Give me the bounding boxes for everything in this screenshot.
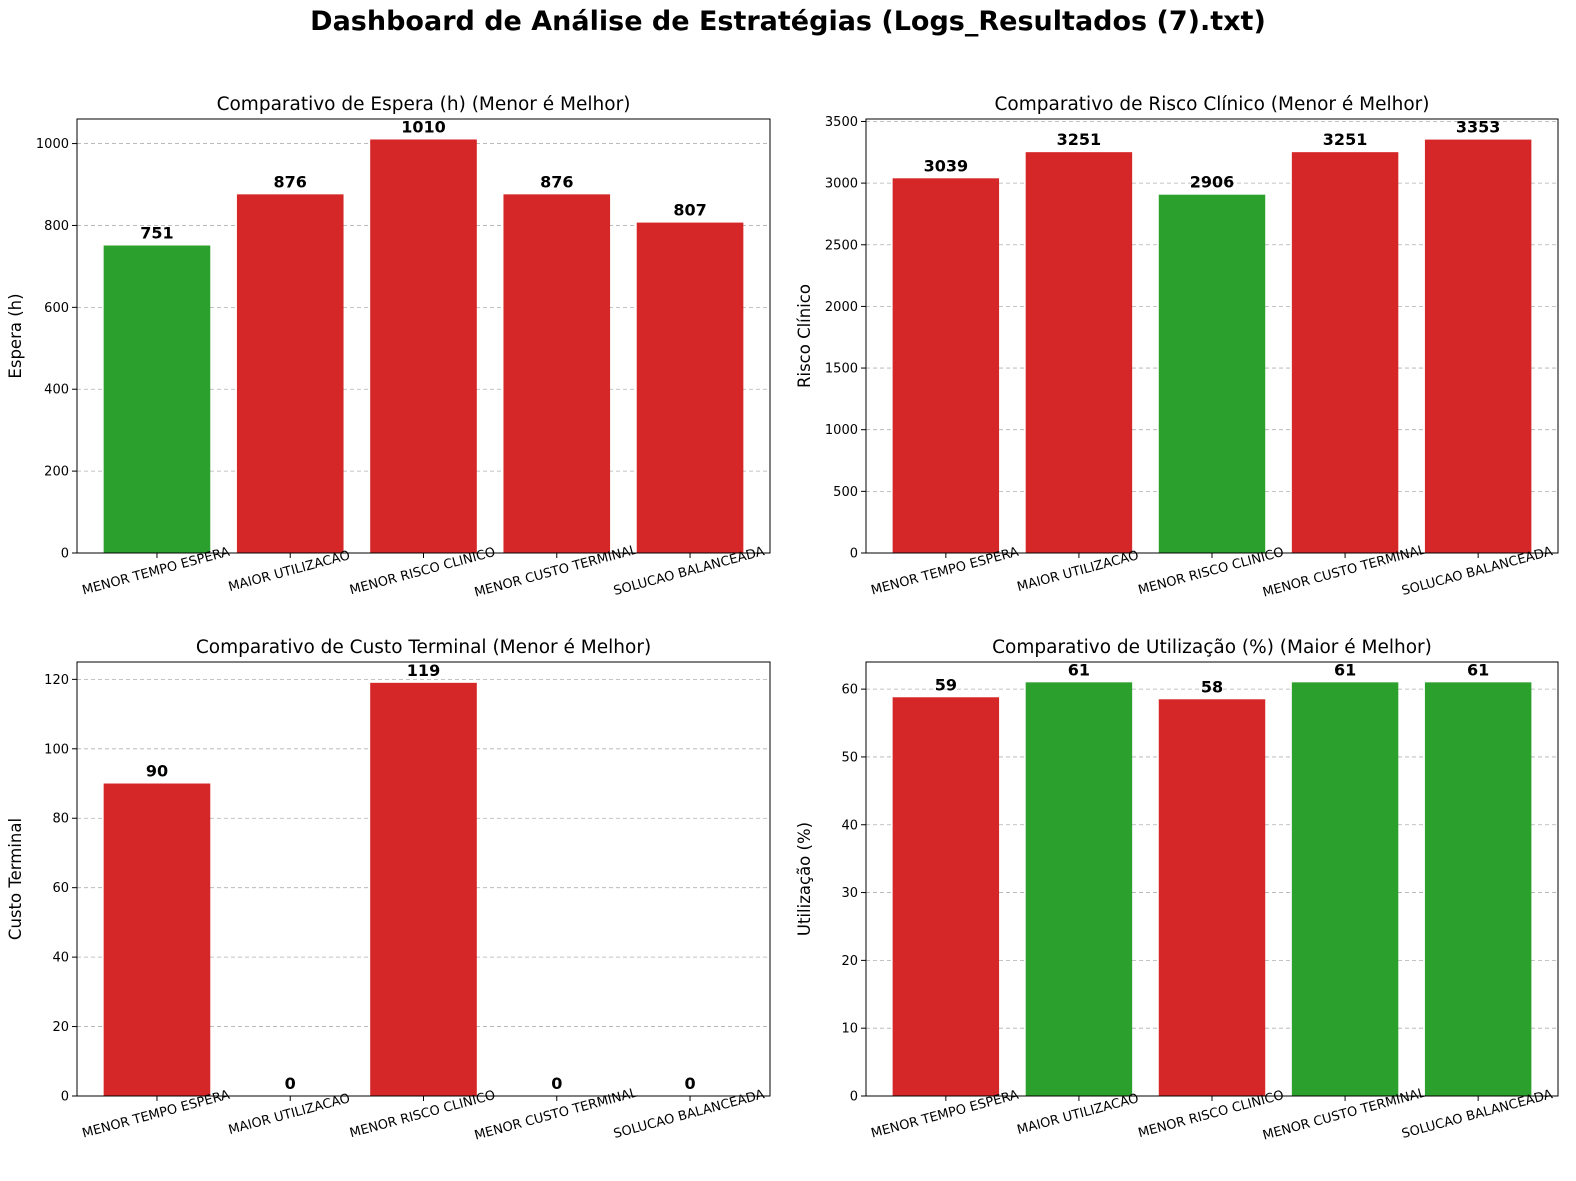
y-axis-label: Risco Clínico: [795, 284, 814, 388]
bar: [1158, 699, 1266, 1096]
y-tick-label: 0: [850, 547, 858, 562]
dashboard-title: Dashboard de Análise de Estratégias (Log…: [310, 6, 1266, 37]
data-label: 1010: [401, 117, 446, 136]
data-label: 0: [285, 1074, 296, 1093]
data-label: 61: [1467, 660, 1489, 679]
y-tick-label: 30: [841, 886, 858, 901]
y-tick-label: 60: [841, 683, 858, 698]
data-label: 3251: [1057, 130, 1102, 149]
y-axis-label: Espera (h): [6, 293, 25, 378]
data-label: 2906: [1190, 173, 1235, 192]
data-label: 0: [684, 1074, 695, 1093]
y-tick-label: 2500: [825, 238, 858, 253]
data-label: 876: [274, 172, 307, 191]
bar: [636, 222, 744, 553]
data-label: 751: [140, 224, 173, 243]
y-tick-label: 600: [44, 301, 69, 316]
data-label: 61: [1334, 660, 1356, 679]
y-tick-label: 3500: [825, 115, 858, 130]
data-label: 59: [935, 675, 957, 694]
y-tick-label: 0: [61, 547, 69, 562]
bar: [892, 178, 1000, 553]
y-tick-label: 50: [841, 750, 858, 765]
y-tick-label: 0: [61, 1090, 69, 1105]
chart-title: Comparativo de Espera (h) (Menor é Melho…: [217, 94, 631, 115]
x-tick-label: MAIOR UTILIZACAO: [1016, 548, 1141, 595]
data-label: 807: [673, 201, 706, 220]
data-label: 0: [551, 1074, 562, 1093]
bar: [1291, 152, 1399, 553]
chart-title: Comparativo de Custo Terminal (Menor é M…: [196, 637, 651, 658]
y-tick-label: 800: [44, 219, 69, 234]
data-label: 3251: [1323, 130, 1368, 149]
y-axis-label: Custo Terminal: [6, 818, 25, 940]
bar: [370, 139, 477, 554]
y-tick-label: 120: [44, 673, 69, 688]
y-tick-label: 500: [833, 485, 858, 500]
bar: [1424, 139, 1532, 554]
y-tick-label: 0: [850, 1090, 858, 1105]
bar: [1025, 682, 1133, 1096]
y-tick-label: 10: [841, 1022, 858, 1037]
y-tick-label: 40: [52, 951, 69, 966]
x-tick-label: MAIOR UTILIZACAO: [1016, 1091, 1141, 1138]
bar: [503, 194, 611, 553]
chart-title: Comparativo de Utilização (%) (Maior é M…: [992, 637, 1432, 658]
y-tick-label: 1500: [825, 362, 858, 377]
y-tick-label: 20: [841, 954, 858, 969]
data-label: 876: [540, 172, 573, 191]
bar: [1025, 152, 1133, 553]
y-tick-label: 60: [52, 881, 69, 896]
chart-title: Comparativo de Risco Clínico (Menor é Me…: [995, 94, 1430, 115]
bar: [370, 682, 477, 1096]
bar: [1424, 682, 1532, 1096]
data-label: 3039: [924, 156, 969, 175]
bar: [1158, 194, 1266, 553]
y-tick-label: 1000: [36, 137, 69, 152]
y-tick-label: 20: [52, 1020, 69, 1035]
y-tick-label: 400: [44, 383, 69, 398]
bar: [1291, 682, 1399, 1096]
data-label: 58: [1201, 677, 1223, 696]
chart-panel-2: 3039 3251 2906 3251 3353 0 500 1000 1500 2000 2500…: [795, 94, 1559, 601]
data-label: 61: [1068, 660, 1090, 679]
bar: [103, 245, 211, 554]
y-axis-label: Utilização (%): [795, 822, 814, 936]
bar: [103, 783, 211, 1096]
y-tick-label: 1000: [825, 423, 858, 438]
x-tick-label: MAIOR UTILIZACAO: [227, 1091, 352, 1138]
y-tick-label: 3000: [825, 177, 858, 192]
x-tick-label: MAIOR UTILIZACAO: [227, 548, 352, 595]
data-label: 3353: [1456, 118, 1501, 137]
bar: [236, 194, 344, 553]
y-tick-label: 40: [841, 818, 858, 833]
y-tick-label: 2000: [825, 300, 858, 315]
data-label: 90: [146, 762, 168, 781]
y-tick-label: 200: [44, 465, 69, 480]
data-label: 119: [407, 661, 440, 680]
y-tick-label: 80: [52, 812, 69, 827]
bar: [892, 697, 1000, 1096]
y-tick-label: 100: [44, 742, 69, 757]
